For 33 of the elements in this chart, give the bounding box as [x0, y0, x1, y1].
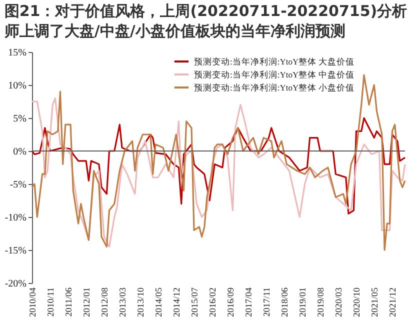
legend-label: 预测变动:当年净利润:YtoY整体 小盘价值	[194, 82, 355, 92]
y-tick-label: -20%	[4, 278, 26, 290]
x-tick-label: 2015/07	[190, 287, 200, 318]
x-tick-label: 2021/12	[388, 288, 398, 318]
y-tick-label: 15%	[8, 48, 26, 58]
x-tick-label: 2017/11	[262, 288, 272, 317]
x-tick-label: 2020/03	[334, 287, 344, 318]
x-tick-label: 2014/12	[172, 288, 182, 318]
x-tick-label: 2012/01	[82, 288, 92, 318]
x-tick-label: 2017/04	[244, 287, 254, 318]
y-tick-label: -5%	[10, 180, 26, 190]
y-tick-label: 0%	[13, 146, 26, 158]
y-tick-label: 10%	[8, 80, 26, 92]
x-tick-label: 2011/06	[64, 287, 74, 317]
x-tick-label: 2019/08	[316, 287, 326, 318]
x-tick-label: 2019/01	[298, 288, 308, 318]
x-tick-label: 2013/10	[136, 287, 146, 318]
x-tick-label: 2016/02	[208, 288, 218, 318]
legend-label: 预测变动:当年净利润:YtoY整体 中盘价值	[194, 70, 355, 80]
x-tick-label: 2020/10	[352, 287, 362, 318]
y-tick-label: 5%	[13, 114, 26, 124]
x-tick-label: 2010/11	[46, 288, 56, 317]
x-tick-label: 2013/03	[118, 287, 128, 318]
x-tick-label: 2014/05	[154, 287, 164, 318]
x-tick-label: 2010/04	[28, 287, 38, 318]
chart-title: 图21：对于价值风格，上周(20220711-20220715)分析师上调了大盘/中盘/小盘价值板块的当年净利润预测	[3, 2, 408, 40]
x-tick-label: 2021/05	[370, 287, 380, 318]
x-tick-label: 2018/06	[280, 287, 290, 318]
y-tick-label: -10%	[4, 212, 26, 224]
y-tick-label: -15%	[4, 246, 26, 256]
x-tick-label: 2016/09	[226, 287, 236, 318]
legend-label: 预测变动:当年净利润:YtoY整体 大盘价值	[194, 56, 355, 66]
x-tick-label: 2012/08	[100, 287, 110, 318]
